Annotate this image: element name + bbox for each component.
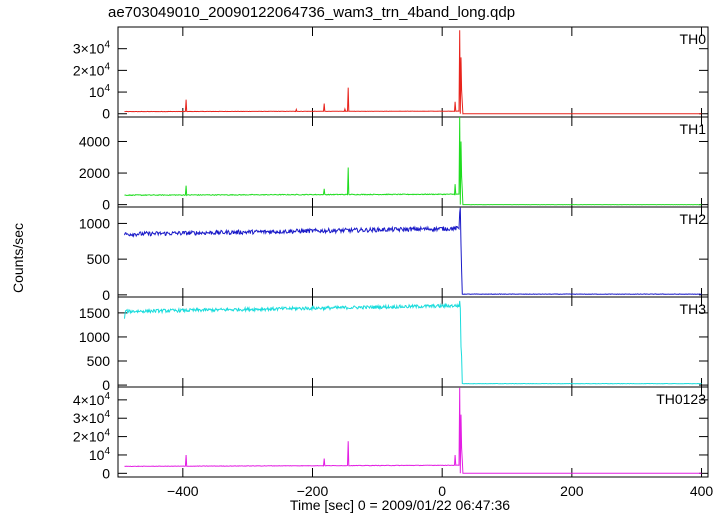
y-tick-label-th1: 0 xyxy=(102,197,110,213)
y-tick-label-th2: 500 xyxy=(87,251,111,267)
series-line-th0123 xyxy=(124,387,702,474)
y-tick-label-th0123: 3×104 xyxy=(73,409,111,426)
series-line-th3 xyxy=(124,300,702,385)
panel-label-th3: TH3 xyxy=(680,301,707,317)
y-tick-label-th1: 4000 xyxy=(79,133,110,149)
y-tick-label-th0123: 2×104 xyxy=(73,428,111,445)
x-axis-label: Time [sec] 0 = 2009/01/22 06:47:36 xyxy=(289,497,511,513)
y-tick-label-th3: 1000 xyxy=(79,329,110,345)
x-tick-label: −400 xyxy=(167,483,199,499)
series-line-th2 xyxy=(124,207,702,296)
panel-label-th0123: TH0123 xyxy=(656,391,706,407)
y-tick-label-th3: 500 xyxy=(87,353,111,369)
y-tick-label-th0: 0 xyxy=(102,106,110,122)
y-tick-label-th3: 0 xyxy=(102,377,110,393)
y-tick-label-th0123: 104 xyxy=(89,446,111,463)
y-tick-label-th2: 1000 xyxy=(79,215,110,231)
panel-label-th2: TH2 xyxy=(680,211,707,227)
chart-title: ae703049010_20090122064736_wam3_trn_4ban… xyxy=(108,4,516,21)
x-tick-label: −200 xyxy=(297,483,329,499)
panel-frame-th3 xyxy=(117,296,709,388)
y-tick-label-th0: 2×104 xyxy=(73,61,111,78)
x-tick-label: 0 xyxy=(438,483,446,499)
y-tick-label-th0123: 4×104 xyxy=(73,391,111,408)
panel-label-th0: TH0 xyxy=(680,31,707,47)
panel-frame-th0 xyxy=(117,26,709,118)
panel-label-th1: TH1 xyxy=(680,121,707,137)
panel-frame-th1 xyxy=(117,116,709,208)
x-tick-label: 200 xyxy=(560,483,584,499)
y-tick-label-th0: 3×104 xyxy=(73,40,111,57)
series-line-th1 xyxy=(124,116,702,206)
x-tick-label: 400 xyxy=(690,483,714,499)
y-tick-label-th0: 104 xyxy=(89,83,111,100)
y-tick-label-th1: 2000 xyxy=(79,165,110,181)
y-tick-label-th2: 0 xyxy=(102,287,110,303)
y-tick-label-th0123: 0 xyxy=(102,465,110,481)
y-tick-label-th3: 1500 xyxy=(79,305,110,321)
series-line-th0 xyxy=(124,30,702,115)
panel-frame-th2 xyxy=(117,206,709,298)
panel-frame-th0123 xyxy=(117,386,709,478)
